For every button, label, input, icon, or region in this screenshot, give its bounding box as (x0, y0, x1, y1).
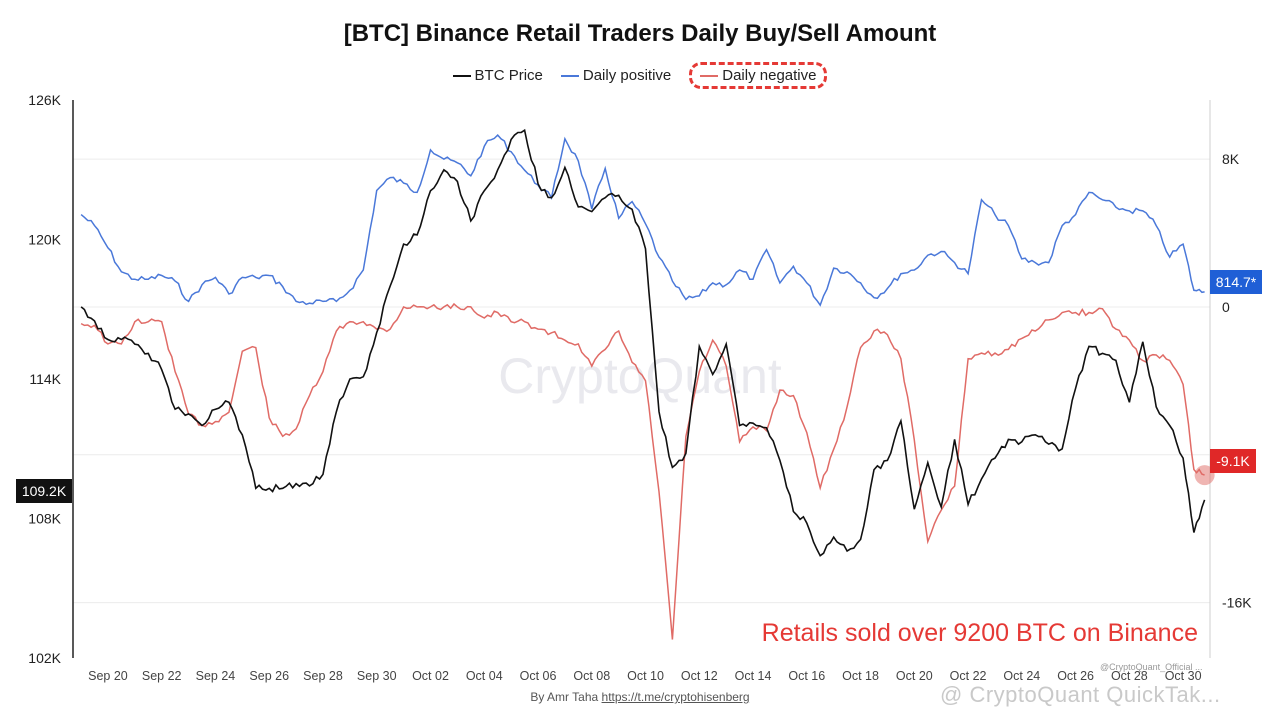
chart-watermark: CryptoQuant (498, 348, 782, 404)
x-tick-label: Oct 04 (466, 669, 503, 683)
byline-link[interactable]: https://t.me/cryptohisenberg (601, 690, 750, 704)
legend-item-negative[interactable]: Daily negative (689, 62, 828, 89)
x-tick-label: Oct 14 (735, 669, 772, 683)
x-tick-label: Oct 20 (896, 669, 933, 683)
legend-label-price: BTC Price (474, 67, 543, 84)
x-tick-label: Oct 28 (1111, 669, 1148, 683)
right-tick-label: 0 (1222, 299, 1230, 315)
legend-item-positive[interactable]: Daily positive (560, 67, 672, 84)
price-end-badge (16, 479, 72, 503)
x-tick-label: Sep 30 (357, 669, 397, 683)
legend-swatch-positive (560, 74, 579, 77)
left-tick-label: 120K (28, 232, 61, 248)
positive-end-badge (1210, 270, 1262, 294)
x-tick-label: Sep 24 (196, 669, 236, 683)
annotation-text: Retails sold over 9200 BTC on Binance (762, 619, 1198, 647)
byline: By Amr Taha https://t.me/cryptohisenberg (0, 690, 1280, 704)
left-tick-label: 108K (28, 511, 61, 527)
legend-swatch-price (452, 74, 471, 77)
chart-title: [BTC] Binance Retail Traders Daily Buy/S… (343, 20, 937, 47)
series-line-btc-price (80, 128, 1206, 557)
x-tick-label: Sep 26 (249, 669, 289, 683)
x-tick-label: Oct 10 (627, 669, 664, 683)
negative-end-marker (1194, 465, 1215, 486)
x-tick-label: Sep 28 (303, 669, 343, 683)
right-tick-label: 8K (1222, 151, 1240, 167)
x-tick-label: Oct 02 (412, 669, 449, 683)
legend-item-price[interactable]: BTC Price (452, 67, 543, 84)
corner-attribution: @CryptoQuant_Official ... (1100, 662, 1203, 672)
x-tick-label: Oct 12 (681, 669, 718, 683)
series-line-daily-positive (80, 134, 1205, 307)
series-line-daily-negative (80, 302, 1205, 640)
x-tick-label: Oct 24 (1003, 669, 1040, 683)
byline-author: By Amr Taha (530, 690, 599, 704)
chart-legend: BTC Price Daily positive Daily negative (0, 62, 1280, 89)
negative-end-badge (1210, 449, 1256, 473)
legend-label-positive: Daily positive (582, 67, 672, 84)
left-tick-label: 126K (28, 92, 61, 108)
negative-end-label: -9.1K (1216, 453, 1250, 469)
x-tick-label: Oct 30 (1165, 669, 1202, 683)
right-tick-label: -16K (1222, 595, 1252, 611)
x-tick-label: Oct 08 (573, 669, 610, 683)
left-tick-label: 102K (28, 650, 61, 666)
x-tick-label: Oct 16 (788, 669, 825, 683)
legend-swatch-negative (700, 74, 719, 77)
x-tick-label: Oct 26 (1057, 669, 1094, 683)
x-tick-label: Sep 20 (88, 669, 128, 683)
left-tick-label: 114K (29, 371, 61, 387)
corner-watermark: @ CryptoQuant QuickTak... (940, 682, 1221, 707)
x-tick-label: Sep 22 (142, 669, 182, 683)
legend-label-negative: Daily negative (722, 67, 817, 84)
x-tick-label: Oct 18 (842, 669, 879, 683)
price-end-label: 109.2K (22, 483, 67, 499)
x-tick-label: Oct 22 (950, 669, 987, 683)
positive-end-label: 814.7* (1216, 274, 1257, 290)
x-tick-label: Oct 06 (520, 669, 557, 683)
